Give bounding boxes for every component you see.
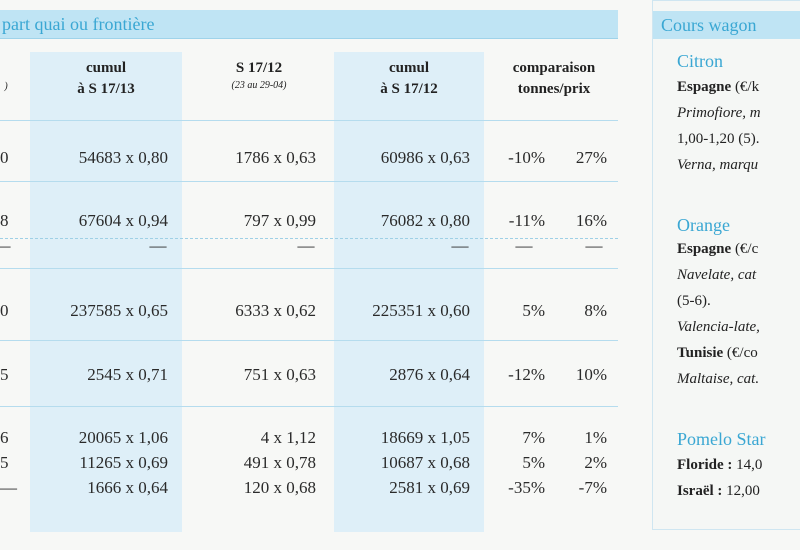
row-divider bbox=[0, 268, 618, 269]
cell-cumul12: 10687 x 0,68 bbox=[380, 453, 470, 472]
cell-pct-prix: 16% bbox=[575, 211, 607, 230]
cell-pct-tonnes: 5% bbox=[522, 453, 545, 472]
cell-pct-prix: 8% bbox=[584, 301, 607, 320]
cell-cumul12: 18669 x 1,05 bbox=[380, 428, 470, 447]
cell-pct-prix: 2% bbox=[584, 453, 607, 472]
cell-cumul12: 225351 x 0,60 bbox=[372, 301, 470, 320]
dash-cell: — bbox=[149, 236, 167, 255]
row-lead: 5 bbox=[0, 365, 9, 384]
table-title-bar: part quai ou frontière bbox=[0, 10, 618, 39]
cell-cumul12: 2876 x 0,64 bbox=[389, 365, 470, 384]
header-cumul-13: cumul à S 17/13 bbox=[77, 60, 135, 97]
dash-cell: — bbox=[451, 236, 469, 255]
cell-cumul13: 54683 x 0,80 bbox=[78, 148, 168, 167]
cell-pct-tonnes: 7% bbox=[522, 428, 545, 447]
row-divider bbox=[0, 340, 618, 341]
cell-pct-tonnes: -12% bbox=[508, 365, 545, 384]
cell-pct-prix: -7% bbox=[578, 478, 607, 497]
orange-line: Navelate, cat bbox=[677, 267, 757, 283]
cell-s1712: 797 x 0,99 bbox=[243, 211, 316, 230]
header-s1712: S 17/12 (23 au 29-04) bbox=[231, 60, 287, 91]
header-cumul-12: cumul à S 17/12 bbox=[380, 60, 438, 97]
header-divider bbox=[0, 120, 618, 121]
row-lead: 5 bbox=[0, 453, 9, 472]
cell-cumul12: 2581 x 0,69 bbox=[389, 478, 470, 497]
citron-line: 1,00-1,20 (5). bbox=[677, 131, 760, 147]
cell-pct-tonnes: -11% bbox=[508, 211, 545, 230]
cell-cumul13: 67604 x 0,94 bbox=[78, 211, 168, 230]
citron-heading: Citron bbox=[677, 51, 724, 71]
panel-title: Cours wagon bbox=[661, 15, 757, 35]
cell-s1712: 6333 x 0,62 bbox=[235, 301, 316, 320]
cell-cumul13: 20065 x 1,06 bbox=[78, 428, 168, 447]
row-divider bbox=[0, 181, 618, 182]
cell-cumul12: 76082 x 0,80 bbox=[380, 211, 470, 230]
cell-s1712: 751 x 0,63 bbox=[243, 365, 316, 384]
column-shade-cumul12 bbox=[334, 52, 484, 532]
orange-line: Espagne (€/c bbox=[677, 241, 759, 257]
header-lead-sub: ) bbox=[4, 81, 8, 92]
row-lead: 0 bbox=[0, 148, 9, 167]
orange-line: Tunisie (€/co bbox=[677, 345, 758, 361]
dash-cell: — bbox=[585, 236, 603, 255]
orange-line: Maltaise, cat. bbox=[677, 371, 760, 387]
cours-wagon-panel: Cours wagon Citron Espagne (€/k Primofio… bbox=[652, 0, 800, 530]
row-divider bbox=[0, 406, 618, 407]
pomelo-line: Israël : 12,00 bbox=[677, 483, 760, 499]
table-title: part quai ou frontière bbox=[2, 14, 155, 34]
cell-cumul13: 1666 x 0,64 bbox=[87, 478, 168, 497]
citron-line: Espagne (€/k bbox=[677, 79, 760, 95]
row-lead: 6 bbox=[0, 428, 9, 447]
row-lead: 0 bbox=[0, 301, 9, 320]
orange-line: (5-6). bbox=[677, 293, 711, 309]
row-lead: — bbox=[0, 478, 17, 497]
cell-s1712: 491 x 0,78 bbox=[243, 453, 316, 472]
orange-line: Valencia-late, bbox=[677, 319, 760, 335]
cell-pct-tonnes: -35% bbox=[508, 478, 545, 497]
cell-s1712: 1786 x 0,63 bbox=[235, 148, 316, 167]
row-lead: 8 bbox=[0, 211, 9, 230]
cell-cumul12: 60986 x 0,63 bbox=[380, 148, 470, 167]
cell-cumul13: 2545 x 0,71 bbox=[87, 365, 168, 384]
cell-pct-tonnes: 5% bbox=[522, 301, 545, 320]
orange-heading: Orange bbox=[677, 215, 730, 235]
cell-pct-tonnes: -10% bbox=[508, 148, 545, 167]
pomelo-line: Floride : 14,0 bbox=[677, 457, 763, 473]
panel-title-bar: Cours wagon bbox=[653, 11, 800, 39]
dash-cell: — bbox=[515, 236, 533, 255]
header-comparaison: comparaison tonnes/prix bbox=[512, 60, 596, 97]
column-shade-cumul13 bbox=[30, 52, 182, 532]
cell-pct-prix: 10% bbox=[575, 365, 607, 384]
cell-pct-prix: 1% bbox=[584, 428, 607, 447]
cell-pct-prix: 27% bbox=[575, 148, 607, 167]
cell-s1712: 4 x 1,12 bbox=[260, 428, 316, 447]
cell-cumul13: 11265 x 0,69 bbox=[79, 453, 168, 472]
citron-line: Verna, marqu bbox=[677, 157, 759, 173]
dash-cell: — bbox=[0, 236, 22, 256]
cell-s1712: 120 x 0,68 bbox=[243, 478, 316, 497]
cell-cumul13: 237585 x 0,65 bbox=[70, 301, 168, 320]
row-dashed-divider bbox=[0, 238, 618, 239]
dash-cell: — bbox=[297, 236, 315, 255]
citron-line: Primofiore, m bbox=[677, 105, 761, 121]
pomelo-heading: Pomelo Star bbox=[677, 429, 766, 449]
